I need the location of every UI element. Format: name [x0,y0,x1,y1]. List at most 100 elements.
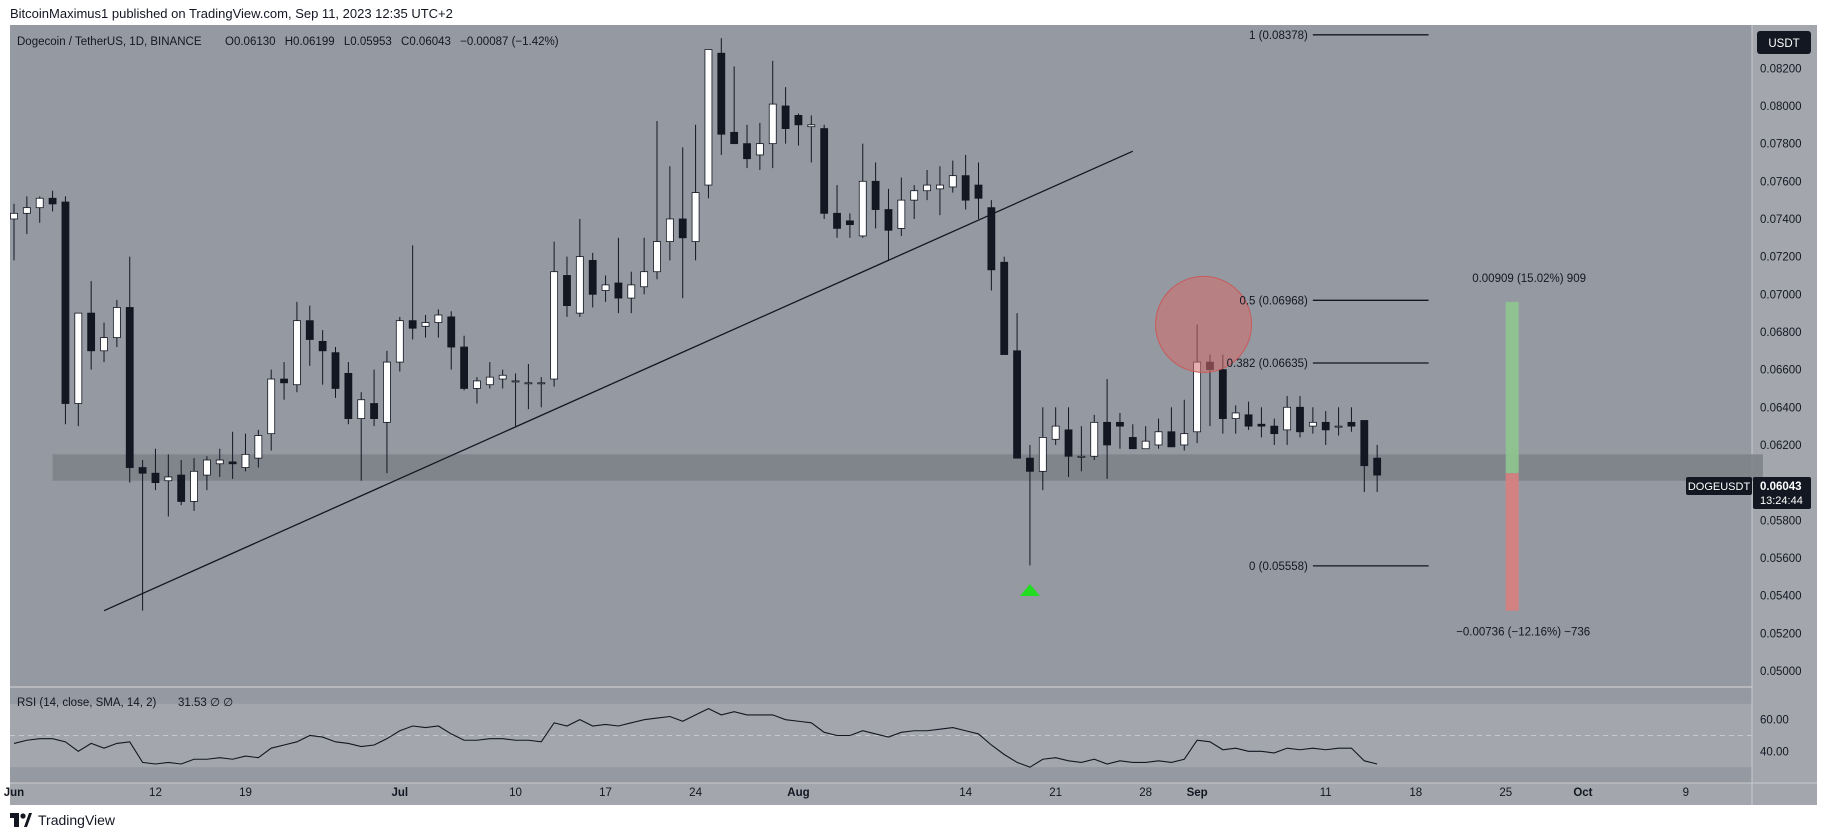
price-tick-label: 0.07000 [1760,289,1802,301]
candle-body [125,307,134,468]
candle-body [1334,425,1343,428]
overlay-layer: 0.00909 (15.02%) 909 −0.00736 (−12.16%) −… [1019,273,1590,639]
price-tick-label: 0.07400 [1760,214,1802,226]
candle-body [215,459,224,465]
candle-body [1026,457,1034,472]
candle-body [691,192,700,242]
time-tick-label: 14 [959,787,972,799]
candle-body [190,470,198,502]
candle-body [987,207,996,271]
candle-body [434,314,443,323]
candle-body [421,322,430,327]
candle-body [10,212,18,220]
target-up-bar [1505,301,1519,474]
legend-low-label: L [344,36,351,48]
candle-body [1244,414,1253,427]
rsi-label: RSI (14, close, SMA, 14, 2) [17,697,157,709]
legend-symbol: Dogecoin / TetherUS, 1D, BINANCE [17,36,202,48]
candle-body [151,472,160,484]
candle-body [858,180,867,237]
fib-level-label: 0 (0.05558) [1249,561,1308,573]
candle-body [601,284,610,291]
time-tick-label: 24 [689,787,702,799]
price-tick-label: 0.06200 [1760,440,1802,452]
candle-body [537,382,546,385]
trendline-layer [103,150,1134,612]
candle-body [1000,261,1009,355]
candle-body [1038,437,1047,472]
legend-high-label: H [285,36,293,48]
last-price-badge: 0.06043 13:24:44 [1753,477,1811,509]
candle-body [511,380,520,383]
price-tick-label: 0.05400 [1760,591,1802,603]
candle-body [794,114,803,126]
candle-body [447,316,456,348]
candle-body [575,256,584,314]
candle-body [331,352,340,389]
candle-body [305,320,314,340]
currency-button-bg[interactable] [1757,31,1811,54]
currency-button-label[interactable]: USDT [1768,38,1799,50]
candle-body [293,320,301,386]
candle-body [640,271,649,288]
time-tick-label: 10 [509,787,522,799]
candle-body [1296,406,1304,433]
candle-body [653,241,661,273]
candle-body [1064,429,1073,457]
candle-body [408,320,417,329]
price-tick-label: 0.05200 [1760,628,1802,640]
time-tick-label: 25 [1499,787,1512,799]
price-tick-label: 0.05800 [1760,515,1802,527]
candle-body [138,467,147,474]
currency-button[interactable]: USDT [1757,31,1811,54]
rsi-tick-label: 40.00 [1760,746,1789,758]
time-tick-label: 19 [239,787,252,799]
price-tick-label: 0.07200 [1760,252,1802,264]
arrow-up-icon [1019,583,1040,596]
candle-body [1231,412,1240,419]
candle-body [1103,421,1111,446]
candle-body [1141,440,1150,450]
candle-body [357,399,366,419]
candle-body [498,374,507,380]
legend-high: 0.06199 [293,36,335,48]
time-tick-label: Jun [4,787,24,799]
support-zone-layer [52,454,1763,481]
legend-open: 0.06130 [234,36,276,48]
last-price: 0.06043 [1760,481,1802,493]
legend-close-label: C [401,36,409,48]
candle-body [48,197,57,205]
candle-body [202,459,211,476]
rsi-layer: 60.00 40.00 [13,707,1789,768]
candle-body [871,180,880,210]
candle-body [807,124,816,128]
candle-body [383,361,391,423]
time-axis[interactable]: Jun 12 19 Jul 10 17 24 Aug 14 21 28 Sep 11 18 25 Oct 9 [4,787,1689,799]
candle-body [1013,350,1021,459]
candle-body [267,378,276,435]
candle-body [344,372,353,419]
candle-body [704,49,713,186]
time-tick-label: Aug [787,787,809,799]
time-tick-label: 28 [1139,787,1152,799]
candle-body [743,143,751,160]
candle-body [833,212,841,229]
tradingview-logo-icon [10,813,32,827]
rsi-tick-label: 60.00 [1760,715,1789,727]
candle-body [460,346,469,389]
candle-body [1180,433,1189,446]
candle-body [485,376,494,386]
time-tick-label: 21 [1049,787,1062,799]
legend-open-label: O [225,36,234,48]
price-axis[interactable]: 0.05000 0.05200 0.05400 0.05600 0.05800 0.060… [1760,63,1802,678]
candle-body [1257,423,1266,427]
legend-close: 0.06043 [409,36,451,48]
fibonacci-layer: 1 (0.08378) 0.5 (0.06968) 0.382 (0.06635) 0… [1227,30,1429,573]
price-tick-label: 0.06600 [1760,365,1802,377]
price-tick-label: 0.06800 [1760,327,1802,339]
legend-change: −0.00087 (−1.42%) [460,36,559,48]
candle-body [717,52,726,135]
rsi-line [13,707,1378,768]
candle-body [910,190,919,201]
